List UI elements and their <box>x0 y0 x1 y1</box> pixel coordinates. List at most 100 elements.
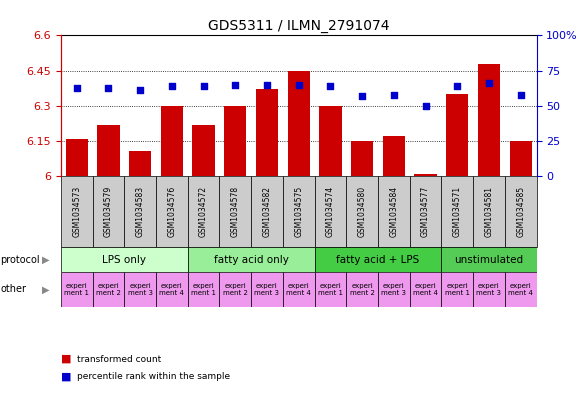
Bar <box>193 125 215 176</box>
Title: GDS5311 / ILMN_2791074: GDS5311 / ILMN_2791074 <box>208 19 389 33</box>
Bar <box>224 106 246 176</box>
Bar <box>251 176 283 247</box>
Text: ■: ■ <box>61 354 71 364</box>
Bar <box>188 247 314 272</box>
Bar <box>251 272 283 307</box>
Text: experi
ment 3: experi ment 3 <box>255 283 280 296</box>
Bar <box>161 106 183 176</box>
Text: transformed count: transformed count <box>77 354 161 364</box>
Bar <box>441 247 536 272</box>
Point <box>516 92 525 98</box>
Point <box>389 92 398 98</box>
Point <box>326 83 335 89</box>
Point <box>262 82 271 88</box>
Point <box>421 103 430 109</box>
Text: GSM1034574: GSM1034574 <box>326 186 335 237</box>
Bar <box>473 176 505 247</box>
Text: fatty acid only: fatty acid only <box>213 255 289 264</box>
Bar <box>505 176 536 247</box>
Bar <box>256 90 278 176</box>
Bar <box>351 141 373 176</box>
Bar <box>409 176 441 247</box>
Point <box>136 87 145 94</box>
Bar <box>441 176 473 247</box>
Text: experi
ment 4: experi ment 4 <box>413 283 438 296</box>
Text: GSM1034585: GSM1034585 <box>516 186 525 237</box>
Text: experi
ment 2: experi ment 2 <box>96 283 121 296</box>
Bar <box>383 136 405 176</box>
Bar <box>473 272 505 307</box>
Bar <box>93 176 124 247</box>
Bar <box>378 272 409 307</box>
Text: GSM1034575: GSM1034575 <box>294 186 303 237</box>
Text: GSM1034579: GSM1034579 <box>104 186 113 237</box>
Text: experi
ment 1: experi ment 1 <box>64 283 89 296</box>
Text: experi
ment 1: experi ment 1 <box>191 283 216 296</box>
Bar <box>346 176 378 247</box>
Bar <box>61 247 188 272</box>
Text: experi
ment 3: experi ment 3 <box>381 283 407 296</box>
Text: GSM1034581: GSM1034581 <box>484 186 494 237</box>
Point <box>231 82 240 88</box>
Text: LPS only: LPS only <box>102 255 146 264</box>
Text: experi
ment 1: experi ment 1 <box>318 283 343 296</box>
Bar <box>314 176 346 247</box>
Bar <box>446 94 468 176</box>
Bar <box>505 272 536 307</box>
Text: percentile rank within the sample: percentile rank within the sample <box>77 372 230 381</box>
Bar <box>288 71 310 176</box>
Point <box>357 93 367 99</box>
Text: unstimulated: unstimulated <box>454 255 524 264</box>
Bar <box>156 176 188 247</box>
Bar <box>61 176 93 247</box>
Text: GSM1034576: GSM1034576 <box>168 186 176 237</box>
Text: GSM1034577: GSM1034577 <box>421 186 430 237</box>
Text: experi
ment 1: experi ment 1 <box>445 283 470 296</box>
Bar <box>314 247 441 272</box>
Bar <box>124 272 156 307</box>
Bar <box>97 125 119 176</box>
Text: ▶: ▶ <box>42 255 49 264</box>
Point <box>167 83 176 89</box>
Point <box>72 84 81 91</box>
Point <box>294 82 303 88</box>
Bar <box>188 272 219 307</box>
Text: GSM1034583: GSM1034583 <box>136 186 144 237</box>
Bar <box>510 141 532 176</box>
Bar <box>188 176 219 247</box>
Bar <box>156 272 188 307</box>
Point <box>199 83 208 89</box>
Text: ▶: ▶ <box>42 284 49 294</box>
Bar <box>124 176 156 247</box>
Bar <box>283 176 314 247</box>
Bar <box>441 272 473 307</box>
Text: experi
ment 2: experi ment 2 <box>350 283 375 296</box>
Text: experi
ment 3: experi ment 3 <box>128 283 153 296</box>
Text: GSM1034584: GSM1034584 <box>389 186 398 237</box>
Bar <box>66 139 88 176</box>
Text: GSM1034571: GSM1034571 <box>453 186 462 237</box>
Point <box>452 83 462 89</box>
Bar <box>478 64 500 176</box>
Text: GSM1034573: GSM1034573 <box>72 186 81 237</box>
Bar <box>378 176 409 247</box>
Text: GSM1034582: GSM1034582 <box>263 186 271 237</box>
Bar <box>129 151 151 176</box>
Text: other: other <box>1 284 27 294</box>
Bar <box>320 106 342 176</box>
Text: fatty acid + LPS: fatty acid + LPS <box>336 255 419 264</box>
Text: experi
ment 4: experi ment 4 <box>508 283 533 296</box>
Bar <box>346 272 378 307</box>
Text: ■: ■ <box>61 371 71 381</box>
Text: GSM1034572: GSM1034572 <box>199 186 208 237</box>
Bar <box>415 174 437 176</box>
Bar <box>219 176 251 247</box>
Bar <box>409 272 441 307</box>
Point <box>104 84 113 91</box>
Text: experi
ment 4: experi ment 4 <box>160 283 184 296</box>
Bar <box>93 272 124 307</box>
Bar <box>61 272 93 307</box>
Bar <box>314 272 346 307</box>
Text: GSM1034578: GSM1034578 <box>231 186 240 237</box>
Text: experi
ment 3: experi ment 3 <box>476 283 502 296</box>
